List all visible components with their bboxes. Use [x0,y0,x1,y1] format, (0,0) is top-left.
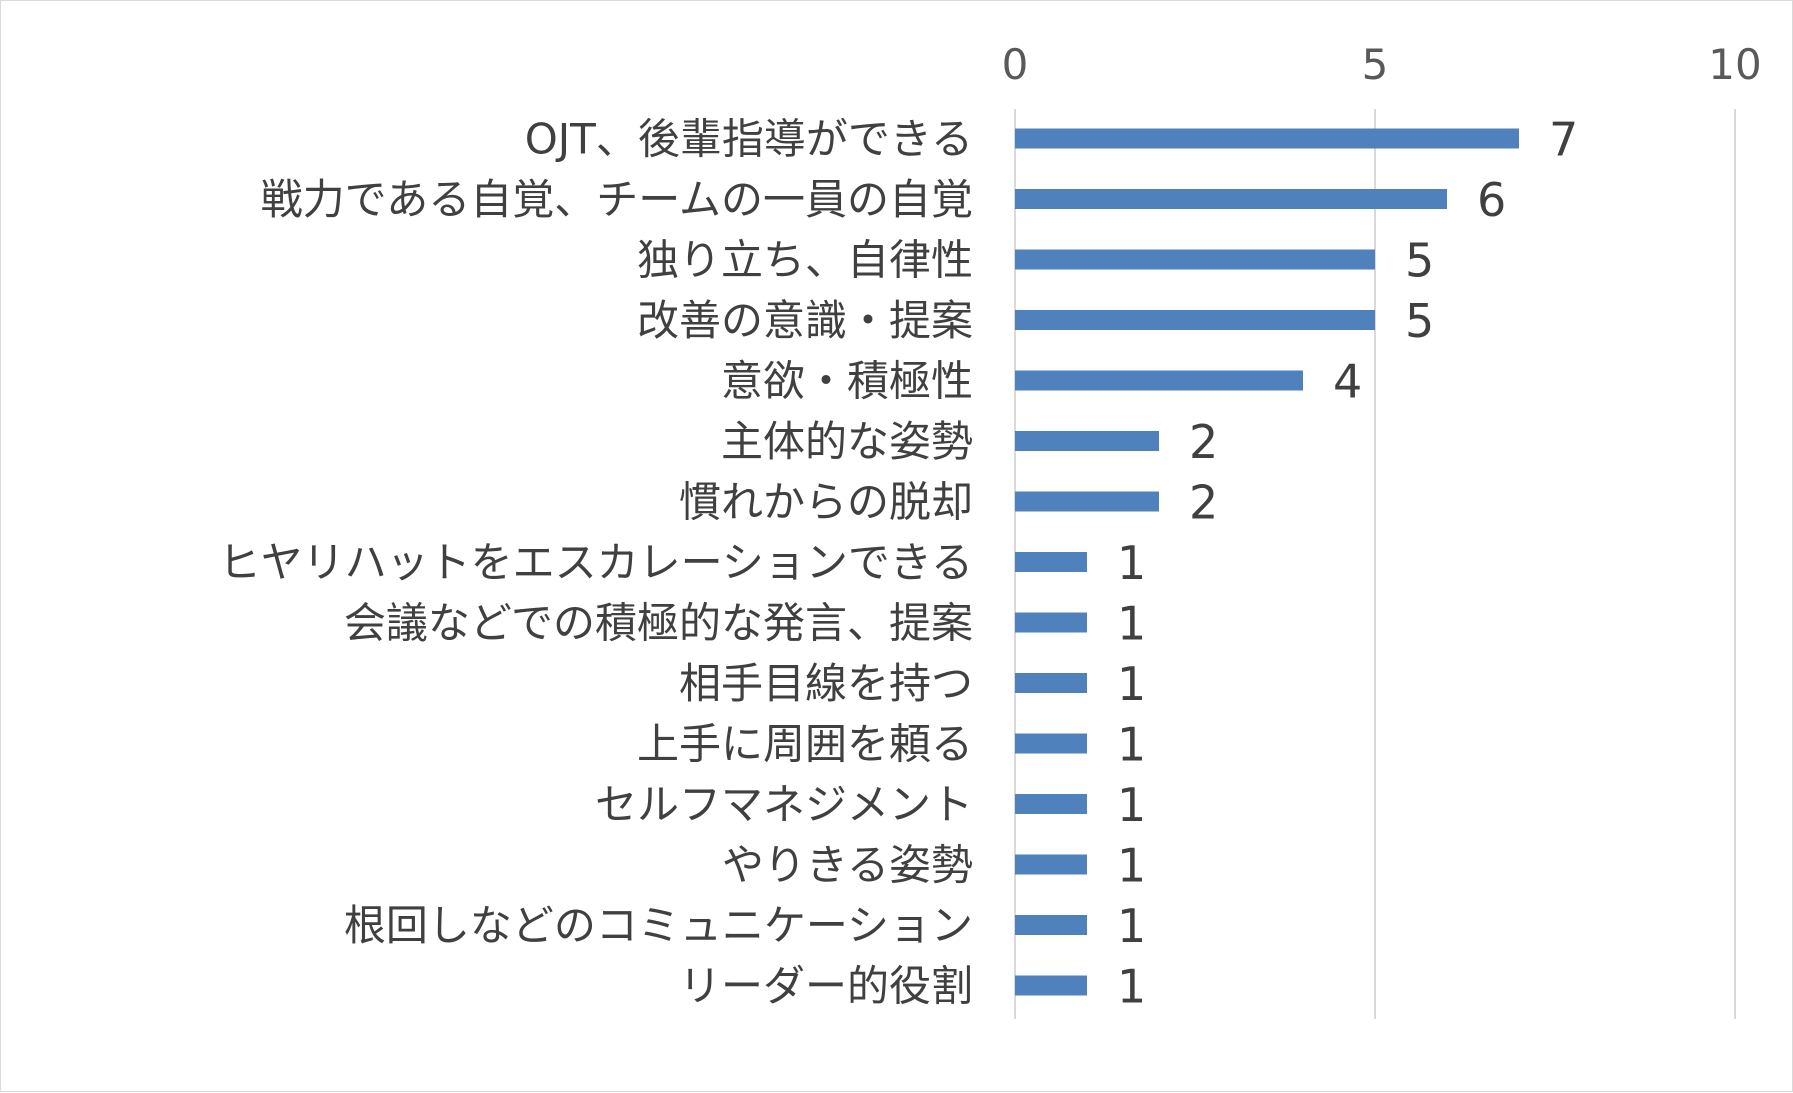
category-label: 慣れからの脱却 [679,478,973,527]
bar [1015,915,1087,935]
category-label: 改善の意識・提案 [637,296,973,345]
data-label: 1 [1117,839,1146,893]
bar [1015,189,1447,209]
data-label: 7 [1549,113,1578,167]
bar [1015,975,1087,996]
bar [1015,733,1087,754]
data-label: 5 [1405,294,1434,348]
category-label: 意欲・積極性 [721,357,973,406]
category-label: 上手に周囲を頼る [637,720,973,769]
category-label: 戦力である自覚、チームの一員の自覚 [261,175,973,224]
bar [1015,612,1087,633]
data-label: 2 [1189,476,1218,530]
category-label: 会議などでの積極的な発言、提案 [344,599,973,648]
category-label: 相手目線を持つ [679,659,973,708]
x-tick-label: 0 [1002,40,1029,89]
bar [1015,128,1519,149]
data-label: 1 [1117,899,1146,953]
category-label: やりきる姿勢 [722,841,973,890]
category-label: セルフマネジメント [595,780,973,829]
bar [1015,491,1159,512]
data-label: 1 [1117,960,1146,1014]
category-label: 主体的な姿勢 [721,417,973,466]
data-label: 1 [1117,778,1146,832]
category-label: 根回しなどのコミュニケーション [344,901,973,950]
x-axis-ticks: 0 5 10 [1002,40,1762,89]
data-label: 2 [1189,415,1218,469]
bars [1015,128,1519,996]
category-labels: OJT、後輩指導ができる戦力である自覚、チームの一員の自覚独り立ち、自律性改善の… [219,115,973,1011]
bar [1015,854,1087,875]
category-label: 独り立ち、自律性 [637,236,973,285]
category-label: OJT、後輩指導ができる [525,115,973,164]
bar [1015,310,1375,330]
data-label: 6 [1477,173,1506,227]
data-label: 1 [1117,718,1146,772]
data-label: 1 [1117,597,1146,651]
x-tick-label: 5 [1362,40,1389,89]
category-label: リーダー的役割 [679,962,973,1011]
bar [1015,673,1087,693]
bar [1015,249,1375,270]
bar [1015,794,1087,814]
category-label: ヒヤリハットをエスカレーションできる [219,538,973,587]
x-tick-label: 10 [1708,40,1761,89]
data-label: 1 [1117,536,1146,590]
bar [1015,370,1303,391]
bar [1015,552,1087,572]
bar [1015,431,1159,451]
data-label: 4 [1333,355,1362,409]
data-label: 1 [1117,657,1146,711]
data-label: 5 [1405,234,1434,288]
